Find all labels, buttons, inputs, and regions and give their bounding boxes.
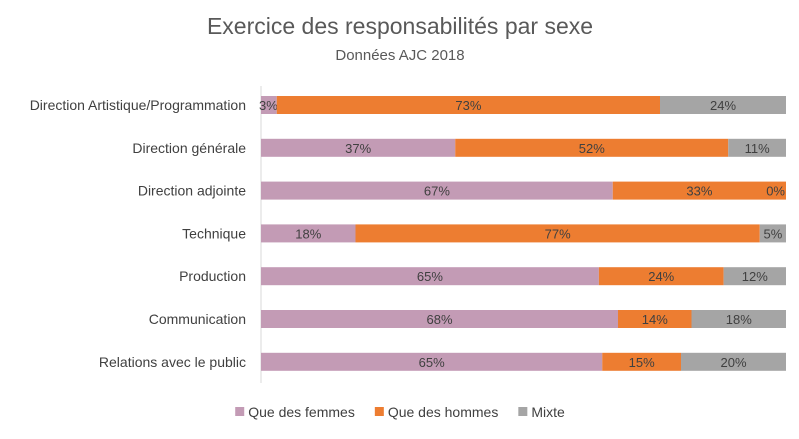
category-labels: Direction Artistique/Programmation Direct… — [30, 97, 247, 370]
bar-segment — [618, 310, 692, 328]
bar-segment — [261, 96, 277, 114]
data-label: 15% — [629, 355, 655, 370]
bar-segment — [728, 138, 786, 157]
category-label: Production — [179, 268, 246, 284]
legend-swatch — [518, 407, 528, 416]
bar-segment — [355, 224, 760, 243]
bar-segment — [261, 310, 618, 328]
data-label: 65% — [419, 355, 445, 370]
bar-segment — [723, 267, 786, 286]
data-label: 37% — [345, 141, 371, 156]
data-label: 20% — [720, 355, 746, 370]
data-label: 5% — [763, 226, 782, 241]
legend-label: Que des hommes — [388, 404, 499, 420]
bar-segment — [261, 138, 456, 157]
data-label: 67% — [424, 184, 450, 199]
legend: Que des femmes Que des hommes Mixte — [235, 404, 565, 420]
data-label: 73% — [455, 98, 481, 113]
category-label: Direction générale — [132, 140, 246, 156]
bar-segment — [261, 224, 356, 243]
category-label: Direction Artistique/Programmation — [30, 97, 246, 113]
bars-layer: 3% 73% 24% 37% 52% 11% 67% 33% 0% 18% 77% 5% 65% 24% 1… — [259, 96, 786, 371]
bar-segment — [261, 181, 613, 200]
bar-segment — [759, 224, 786, 243]
bar-segment — [261, 352, 603, 371]
data-label: 11% — [745, 141, 770, 156]
data-label: 24% — [648, 269, 674, 284]
bar-segment — [276, 96, 660, 114]
data-label: 52% — [579, 141, 605, 156]
bar-segment — [660, 96, 786, 114]
data-label: 33% — [686, 184, 712, 199]
bar-segment — [598, 267, 724, 286]
legend-item: Que des femmes — [235, 404, 355, 420]
data-label: 24% — [710, 98, 736, 113]
bar-segment — [261, 267, 599, 286]
category-label: Direction adjointe — [138, 183, 246, 199]
chart-subtitle: Données AJC 2018 — [335, 47, 464, 64]
legend-item: Que des hommes — [374, 404, 499, 420]
category-label: Technique — [182, 225, 246, 241]
data-label: 0% — [766, 184, 785, 199]
legend-swatch — [235, 407, 245, 416]
bar-segment — [455, 138, 729, 157]
legend-swatch — [374, 407, 384, 416]
category-label: Relations avec le public — [99, 354, 246, 370]
data-label: 12% — [742, 269, 768, 284]
legend-label: Mixte — [531, 404, 565, 420]
chart-title: Exercice des responsabilités par sexe — [207, 13, 593, 39]
bar-segment — [612, 181, 786, 200]
legend-label: Que des femmes — [248, 404, 355, 420]
data-label: 18% — [295, 226, 321, 241]
bar-segment — [602, 352, 681, 371]
data-label: 77% — [545, 226, 571, 241]
data-label: 68% — [426, 312, 452, 327]
data-label: 18% — [726, 312, 752, 327]
legend-item: Mixte — [518, 404, 565, 420]
data-label: 14% — [642, 312, 668, 327]
bar-segment — [681, 352, 786, 371]
bar-segment — [691, 310, 786, 328]
data-label: 65% — [417, 269, 443, 284]
data-label: 3% — [259, 98, 278, 113]
category-label: Communication — [149, 311, 246, 327]
